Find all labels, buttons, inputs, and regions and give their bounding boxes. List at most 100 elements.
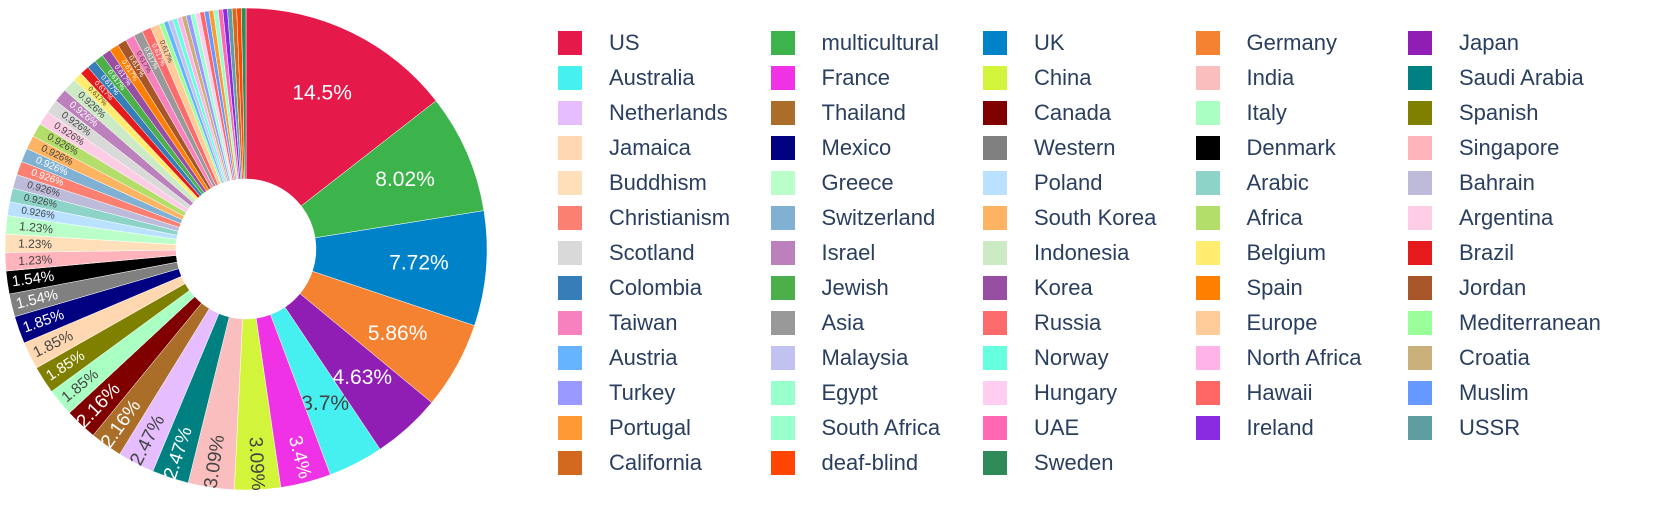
legend-item[interactable]: Scotland — [558, 238, 695, 268]
legend-swatch — [558, 311, 582, 335]
legend-item[interactable]: Norway — [983, 343, 1109, 373]
legend-item[interactable]: Colombia — [558, 273, 702, 303]
legend-label: Jewish — [821, 275, 889, 300]
legend-swatch — [983, 241, 1007, 265]
legend-item[interactable]: Belgium — [1195, 238, 1326, 268]
legend-item[interactable]: Mediterranean — [1408, 308, 1601, 338]
legend-item[interactable]: USSR — [1408, 413, 1520, 443]
legend-label: Mediterranean — [1459, 310, 1601, 335]
legend-label: Norway — [1034, 345, 1109, 370]
legend-label: Belgium — [1246, 240, 1326, 265]
legend-item[interactable]: Argentina — [1408, 203, 1553, 233]
legend-item[interactable]: UAE — [983, 413, 1079, 443]
legend-item[interactable]: deaf-blind — [770, 448, 918, 478]
legend-item[interactable]: Korea — [983, 273, 1093, 303]
legend-swatch — [1195, 206, 1220, 230]
legend-item[interactable]: Egypt — [770, 378, 878, 408]
legend-item[interactable]: Saudi Arabia — [1408, 63, 1584, 93]
legend-swatch — [1408, 206, 1432, 230]
legend-swatch — [1195, 276, 1220, 300]
legend-swatch — [1408, 101, 1432, 125]
legend-swatch — [1408, 276, 1432, 300]
legend-swatch — [770, 31, 795, 55]
legend-item[interactable]: Portugal — [558, 413, 691, 443]
legend-label: Denmark — [1246, 135, 1336, 160]
legend-item[interactable]: South Korea — [983, 203, 1156, 233]
legend-item[interactable]: Croatia — [1408, 343, 1530, 373]
legend-item[interactable]: Bahrain — [1408, 168, 1535, 198]
legend-item[interactable]: Australia — [558, 63, 695, 93]
legend-label: Western — [1034, 135, 1116, 160]
legend-label: UK — [1034, 30, 1065, 55]
legend-item[interactable]: Japan — [1408, 28, 1519, 58]
legend-item[interactable]: Germany — [1195, 28, 1337, 58]
legend-item[interactable]: Buddhism — [558, 168, 707, 198]
slice-label-21: 1.23% — [18, 237, 53, 252]
legend-item[interactable]: Netherlands — [558, 98, 728, 128]
slice-label-5: 4.63% — [333, 366, 393, 389]
legend-item[interactable]: Africa — [1195, 203, 1303, 233]
legend-item[interactable]: Taiwan — [558, 308, 677, 338]
legend-item[interactable]: multicultural — [770, 28, 939, 58]
legend-item[interactable]: India — [1195, 63, 1295, 93]
legend-item[interactable]: Jamaica — [558, 133, 691, 163]
slice-label-3: 7.72% — [389, 252, 449, 275]
legend-item[interactable]: US — [558, 28, 640, 58]
legend-item[interactable]: Thailand — [770, 98, 906, 128]
legend-item[interactable]: Hungary — [983, 378, 1117, 408]
legend-item[interactable]: Spain — [1195, 273, 1303, 303]
legend-item[interactable]: Christianism — [558, 203, 730, 233]
legend-item[interactable]: China — [983, 63, 1091, 93]
legend-swatch — [983, 381, 1007, 405]
legend-label: Colombia — [609, 275, 702, 300]
legend-label: India — [1246, 65, 1295, 90]
legend-swatch — [558, 346, 582, 370]
legend-label: North Africa — [1246, 345, 1362, 370]
legend-item[interactable]: Hawaii — [1195, 378, 1313, 408]
legend-label: Korea — [1034, 275, 1093, 300]
legend-label: China — [1034, 65, 1092, 90]
legend-item[interactable]: UK — [983, 28, 1065, 58]
legend-item[interactable]: Ireland — [1195, 413, 1314, 443]
legend-item[interactable]: California — [558, 448, 702, 478]
legend-label: multicultural — [821, 30, 939, 55]
legend-label: Africa — [1246, 205, 1303, 230]
legend-item[interactable]: Mexico — [770, 133, 891, 163]
legend-item[interactable]: Poland — [983, 168, 1103, 198]
legend-item[interactable]: Western — [983, 133, 1116, 163]
legend-label: South Korea — [1034, 205, 1157, 230]
legend-item[interactable]: Arabic — [1195, 168, 1309, 198]
legend-item[interactable]: Israel — [770, 238, 875, 268]
legend-item[interactable]: North Africa — [1195, 343, 1362, 373]
legend-item[interactable]: France — [770, 63, 890, 93]
legend-item[interactable]: Austria — [558, 343, 677, 373]
legend-label: Portugal — [609, 415, 691, 440]
legend-label: Switzerland — [821, 205, 936, 230]
legend-item[interactable]: Russia — [983, 308, 1101, 338]
legend-item[interactable]: Switzerland — [770, 203, 936, 233]
legend-item[interactable]: South Africa — [770, 413, 940, 443]
chart-legend: US multicultural UK Germany Japan Australia Fr… — [558, 28, 1658, 528]
legend-swatch — [1408, 31, 1432, 55]
legend-item[interactable]: Denmark — [1195, 133, 1336, 163]
legend-item[interactable]: Turkey — [558, 378, 675, 408]
legend-item[interactable]: Jordan — [1408, 273, 1526, 303]
legend-item[interactable]: Singapore — [1408, 133, 1559, 163]
legend-item[interactable]: Spanish — [1408, 98, 1539, 128]
legend-item[interactable]: Malaysia — [770, 343, 908, 373]
legend-swatch — [1195, 66, 1220, 90]
legend-item[interactable]: Asia — [770, 308, 864, 338]
legend-item[interactable]: Italy — [1195, 98, 1287, 128]
legend-item[interactable]: Jewish — [770, 273, 889, 303]
legend-item[interactable]: Brazil — [1408, 238, 1514, 268]
legend-item[interactable]: Canada — [983, 98, 1111, 128]
legend-item[interactable]: Sweden — [983, 448, 1114, 478]
legend-item[interactable]: Greece — [770, 168, 894, 198]
legend-swatch — [770, 381, 795, 405]
legend-item[interactable]: Muslim — [1408, 378, 1529, 408]
legend-item[interactable]: Europe — [1195, 308, 1317, 338]
donut-chart: 14.5%8.02%7.72%5.86%4.63%3.7%3.4%3.09%3.… — [4, 7, 488, 491]
legend-label: Taiwan — [609, 310, 678, 335]
legend-label: Hawaii — [1246, 380, 1313, 405]
legend-item[interactable]: Indonesia — [983, 238, 1129, 268]
